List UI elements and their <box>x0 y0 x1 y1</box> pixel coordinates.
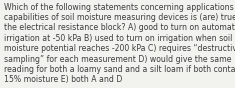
Text: Which of the following statements concerning applications or: Which of the following statements concer… <box>4 3 235 12</box>
Text: moisture potential reaches -200 kPa C) requires “destructive: moisture potential reaches -200 kPa C) r… <box>4 44 235 53</box>
Text: the electrical resistance block? A) good to turn on automatic: the electrical resistance block? A) good… <box>4 23 235 32</box>
Text: reading for both a loamy sand and a silt loam if both contained: reading for both a loamy sand and a silt… <box>4 65 235 74</box>
Text: 15% moisture E) both A and D: 15% moisture E) both A and D <box>4 75 123 84</box>
Text: capabilities of soil moisture measuring devices is (are) true for: capabilities of soil moisture measuring … <box>4 13 235 22</box>
Text: irrigation at -50 kPa B) used to turn on irrigation when soil: irrigation at -50 kPa B) used to turn on… <box>4 34 233 43</box>
Text: sampling” for each measurement D) would give the same: sampling” for each measurement D) would … <box>4 55 232 64</box>
